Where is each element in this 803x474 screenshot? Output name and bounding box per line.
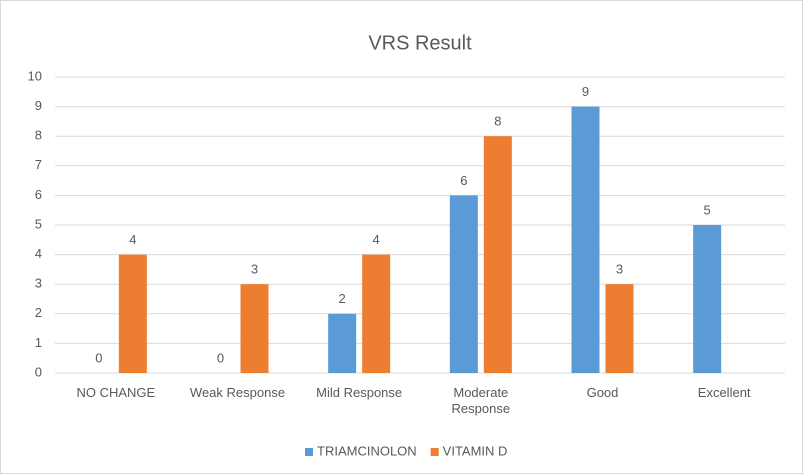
data-label: 4 (373, 232, 380, 247)
data-label: 4 (129, 232, 136, 247)
y-tick-label: 8 (35, 128, 42, 143)
legend-swatch (305, 448, 313, 456)
y-tick-label: 2 (35, 305, 42, 320)
y-tick-label: 4 (35, 246, 42, 261)
bar (571, 106, 600, 373)
y-tick-label: 10 (28, 68, 42, 83)
bar (449, 195, 478, 373)
data-label: 0 (95, 350, 102, 365)
bar (605, 284, 634, 373)
data-label: 8 (494, 114, 501, 129)
data-label: 5 (704, 202, 711, 217)
legend-swatch (430, 448, 439, 456)
legend-label: VITAMIN D (443, 443, 508, 458)
bar (362, 254, 391, 373)
chart-title: VRS Result (368, 32, 472, 54)
data-label: 6 (460, 173, 467, 188)
x-tick-label: Mild Response (316, 385, 403, 400)
data-label: 3 (616, 262, 623, 277)
y-tick-label: 0 (35, 364, 42, 379)
data-label: 0 (217, 350, 224, 365)
x-tick-label: NO CHANGE (76, 385, 156, 400)
data-label: 2 (339, 291, 346, 306)
bar (693, 225, 722, 373)
y-tick-label: 9 (35, 98, 42, 113)
x-tick-label: Excellent (697, 385, 751, 400)
bar (328, 313, 357, 373)
x-tick-label: Moderate Response (451, 385, 511, 416)
bar (483, 136, 512, 373)
legend-label: TRIAMCINOLON (317, 443, 417, 458)
data-label: 3 (251, 262, 258, 277)
bar (118, 254, 147, 373)
bar (240, 284, 269, 373)
y-tick-label: 5 (35, 216, 42, 231)
x-tick-label: Good (586, 385, 619, 400)
x-tick-label: Weak Response (189, 385, 286, 400)
y-tick-label: 3 (35, 276, 42, 291)
data-label: 9 (582, 84, 589, 99)
y-tick-label: 6 (35, 187, 42, 202)
y-tick-label: 7 (35, 157, 42, 172)
y-tick-label: 1 (35, 335, 42, 350)
